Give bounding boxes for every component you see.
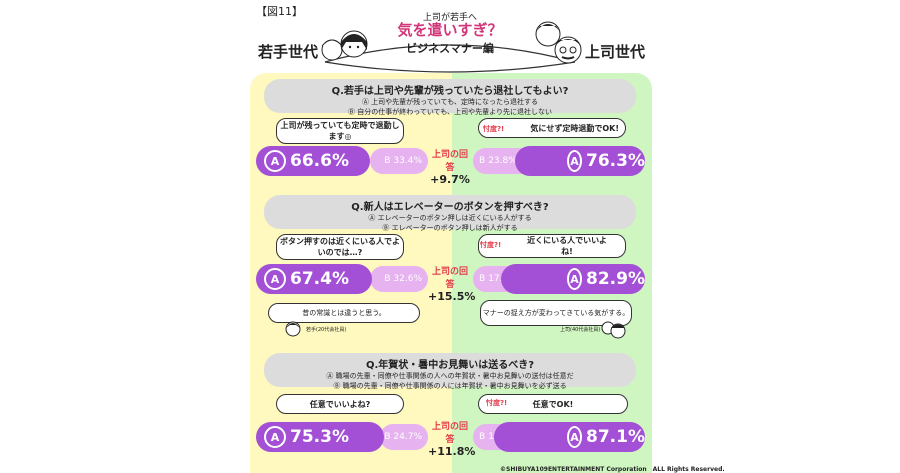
question-3-boss-a-value: 87.1% [586, 427, 645, 447]
header-subtitle: 上司が若手へ [422, 13, 477, 23]
question-3-young-b-bar: B 24.7% [380, 424, 428, 450]
question-3-diff-value: +11.8% [428, 445, 476, 458]
figure-label: 【図11】 [256, 5, 303, 18]
header-edition: ビジネスマナー編 [406, 42, 494, 55]
question-3-boss-a-bar: A 87.1% [494, 422, 645, 452]
question-2-diff: 上司の回答 +15.5% [428, 264, 476, 303]
question-2-box: Q.新人はエレベーターのボタンを押すべき? Ⓐ エレベーターのボタン押しは近くに… [264, 195, 636, 232]
question-1-diff: 上司の回答 +9.7% [428, 147, 472, 186]
question-2-boss-a-value: 82.9% [586, 269, 645, 289]
question-3-boss-b-letter: B [479, 432, 486, 442]
question-2-boss-a-letter: A [567, 268, 583, 290]
question-1-title: Q.若手は上司や先輩が残っていたら退社してもよい? [331, 86, 569, 97]
boss-generation-label: 上司世代 [585, 43, 646, 61]
question-1-young-b-bar: B 33.4% [370, 148, 428, 174]
question-1-boss-a-value: 76.3% [586, 151, 645, 171]
question-1-boss-comment-text: 気にせず定時退勤でOK! [530, 123, 619, 133]
question-3-young-b-value: 24.7% [393, 432, 422, 442]
question-3-boss-comment: 任意でOK! [478, 394, 628, 414]
question-1-box: Q.若手は上司や先輩が残っていたら退社してもよい? Ⓐ 上司や先輩が残っていても… [264, 79, 636, 116]
question-1-boss-a-letter: A [567, 150, 583, 172]
question-3-boss-a-letter: A [567, 426, 583, 448]
question-1-boss-a-bar: A 76.3% [515, 146, 645, 176]
young-characters-illustration [321, 30, 368, 61]
question-2-young-a-bar: A 67.4% [256, 264, 372, 294]
question-3-boss-comment-text: 任意でOK! [532, 399, 574, 409]
question-1-option-a: Ⓐ 上司や先輩が残っていても、定時になったら退社する [361, 98, 539, 106]
question-2-young-a-value: 67.4% [290, 269, 349, 289]
question-3-young-comment: 任意でいいよね? [276, 394, 404, 414]
question-3-young-a-bar: A 75.3% [256, 422, 384, 452]
question-2-title: Q.新人はエレベーターのボタンを押すべき? [351, 202, 549, 213]
question-2-young-note: 昔の常識とは違うと思う。 [268, 303, 420, 323]
question-1-diff-label: 上司の回答 [431, 150, 468, 173]
question-3-young-b-letter: B [384, 432, 391, 442]
question-3-diff-label: 上司の回答 [431, 422, 468, 445]
question-3-option-a: Ⓐ 職場の先輩・同僚や仕事関係の人への年賀状・暑中お見舞いの送付は任意だ [326, 372, 574, 380]
question-2-young-a-letter: A [264, 268, 286, 290]
question-2-boss-comment-text: 近くにいる人でいいよね! [527, 236, 607, 256]
question-1-young-a-letter: A [264, 150, 286, 172]
question-2-young-b-value: 32.6% [393, 274, 422, 284]
question-2-young-b-letter: B [384, 274, 391, 284]
question-1-young-a-bar: A 66.6% [256, 146, 370, 176]
question-3-young-a-value: 75.3% [290, 427, 349, 447]
question-2-boss-note-caption: 上司(40代会社員) [560, 327, 601, 333]
header-title: 気を遣いすぎ？ [397, 21, 503, 39]
question-2-option-b: Ⓑ エレベーターのボタン押しは新人がする [382, 224, 518, 232]
question-1-option-b: Ⓑ 自分の仕事が終わっていても、上司や先輩より先に退社しない [348, 108, 552, 116]
question-3-option-b: Ⓑ 職場の先輩・同僚や仕事関係の人には年賀状・暑中お見舞いを必ず送る [333, 382, 567, 390]
question-3-title: Q.年賀状・暑中お見舞いは送るべき? [365, 360, 535, 371]
question-1-young-a-value: 66.6% [290, 151, 349, 171]
question-3-sontaku-label: 忖度?! [486, 399, 508, 407]
question-1-boss-comment: 気にせず定時退勤でOK! [478, 118, 626, 138]
question-1-boss-b-value: 23.8% [488, 156, 517, 166]
question-3-diff: 上司の回答 +11.8% [428, 419, 476, 458]
boss-face-icon [601, 321, 626, 339]
boss-characters-illustration [535, 21, 582, 64]
question-2-option-a: Ⓐ エレベーターのボタン押しは近くにいる人がする [368, 214, 532, 222]
question-2-young-b-bar: B 32.6% [370, 266, 428, 292]
question-1-young-b-letter: B [384, 156, 391, 166]
question-2-diff-value: +15.5% [428, 290, 476, 303]
question-1-diff-value: +9.7% [430, 173, 470, 186]
question-2-boss-b-letter: B [479, 274, 486, 284]
question-1-sontaku-label: 忖度?! [483, 125, 505, 133]
question-2-young-comment: ボタン押すのは近くにいる人でよいのでは…? [276, 234, 404, 260]
young-face-icon [285, 321, 301, 337]
question-2-diff-label: 上司の回答 [431, 267, 468, 290]
young-generation-label: 若手世代 [258, 43, 319, 61]
question-1-boss-b-letter: B [479, 156, 486, 166]
question-3-box: Q.年賀状・暑中お見舞いは送るべき? Ⓐ 職場の先輩・同僚や仕事関係の人への年賀… [264, 353, 636, 390]
question-2-young-note-caption: 若手(20代会社員) [306, 327, 347, 333]
question-2-sontaku-label: 忖度?! [480, 241, 502, 249]
question-1-young-b-value: 33.4% [393, 156, 422, 166]
question-1-young-comment: 上司が残っていても定時で退勤します◎ [276, 118, 404, 144]
copyright: ©SHIBUYA109ENTERTAINMENT Corporation ALL… [500, 466, 725, 473]
question-3-young-a-letter: A [264, 426, 286, 448]
question-2-boss-comment: 近くにいる人でいいよね! [478, 234, 626, 258]
question-2-boss-a-bar: A 82.9% [501, 264, 645, 294]
